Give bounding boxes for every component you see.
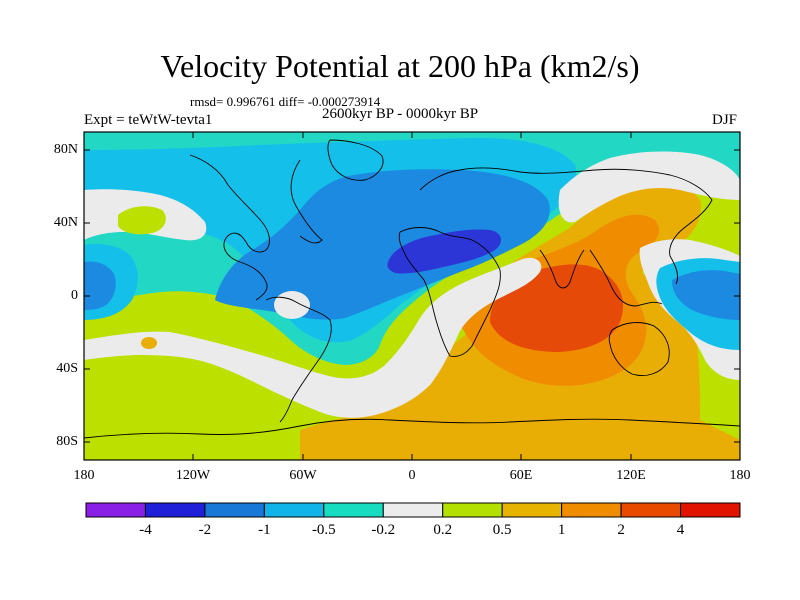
- lon-tick-label: 120E: [601, 468, 661, 484]
- colorbar-label: -0.2: [358, 522, 408, 539]
- colorbar-box: [621, 503, 680, 517]
- lon-tick-label: 180: [54, 468, 114, 484]
- colorbar-label: 0.2: [418, 522, 468, 539]
- colorbar-box: [562, 503, 621, 517]
- lon-tick-label: 60E: [491, 468, 551, 484]
- colorbar-box: [383, 503, 442, 517]
- lon-tick-label: 120W: [163, 468, 223, 484]
- colorbar-box: [681, 503, 740, 517]
- colorbar-label: 1: [537, 522, 587, 539]
- colorbar: [86, 503, 740, 517]
- lon-tick-label: 180: [710, 468, 770, 484]
- velocity-potential-field: [84, 132, 740, 460]
- colorbar-box: [205, 503, 264, 517]
- region-near-zero-loop: [274, 291, 310, 319]
- colorbar-label: 2: [596, 522, 646, 539]
- colorbar-box: [145, 503, 204, 517]
- lon-tick-label: 60W: [273, 468, 333, 484]
- colorbar-box: [264, 503, 323, 517]
- lon-tick-label: 0: [382, 468, 442, 484]
- lat-tick-label: 80N: [28, 142, 78, 158]
- colorbar-label: 0.5: [477, 522, 527, 539]
- colorbar-box: [502, 503, 561, 517]
- colorbar-box: [86, 503, 145, 517]
- colorbar-label: -1: [239, 522, 289, 539]
- colorbar-box: [443, 503, 502, 517]
- colorbar-box: [324, 503, 383, 517]
- colorbar-label: -2: [180, 522, 230, 539]
- region-positive-02-north-west: [118, 206, 166, 234]
- colorbar-label: -0.5: [299, 522, 349, 539]
- colorbar-label: -4: [120, 522, 170, 539]
- lat-tick-label: 0: [28, 288, 78, 304]
- lat-tick-label: 80S: [28, 434, 78, 450]
- colorbar-label: 4: [656, 522, 706, 539]
- lat-tick-label: 40S: [28, 361, 78, 377]
- region-positive-05-blob: [141, 337, 157, 349]
- lat-tick-label: 40N: [28, 215, 78, 231]
